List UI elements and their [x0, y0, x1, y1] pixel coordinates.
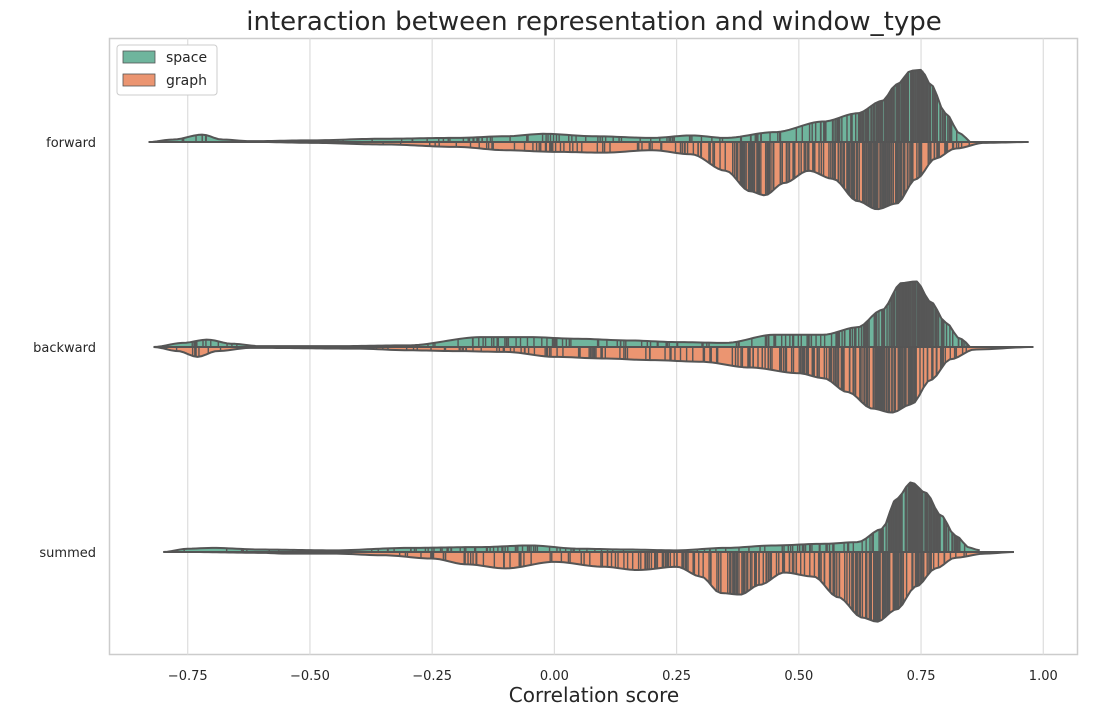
violins — [148, 68, 1034, 623]
x-tick-label: 0.25 — [662, 669, 691, 684]
violin-half-space — [153, 281, 970, 347]
y-tick-label: forward — [46, 136, 96, 151]
violin-outline-graph — [153, 346, 1034, 414]
violin-half-graph — [261, 142, 1029, 210]
violin-outline-space — [163, 481, 980, 553]
violin-sticks-graph — [165, 347, 993, 413]
x-tick-label: −0.50 — [290, 669, 330, 684]
x-tick-label: 1.00 — [1029, 669, 1058, 684]
x-tick-label: −0.25 — [412, 669, 452, 684]
legend-label-graph: graph — [166, 73, 207, 89]
y-tick-label: backward — [33, 341, 96, 356]
legend-label-space: space — [166, 50, 207, 66]
y-tick-labels: forward backward summed — [33, 136, 96, 561]
x-tick-label: 0.00 — [540, 669, 569, 684]
x-tick-label: 0.50 — [784, 669, 813, 684]
violin-sticks-space — [174, 482, 966, 552]
y-tick-label: summed — [39, 546, 96, 561]
x-tick-label: 0.75 — [907, 669, 936, 684]
violin-sticks-graph — [382, 142, 970, 210]
violin-outline-graph — [261, 141, 1029, 211]
violin-sticks-graph — [298, 552, 967, 622]
violin-sticks-space — [181, 69, 958, 142]
chart-title: interaction between representation and w… — [246, 7, 941, 37]
violin-outline-space — [148, 68, 971, 143]
legend-swatch-space — [122, 50, 156, 64]
violin-forward — [148, 68, 1029, 211]
violin-outline-graph — [187, 551, 1014, 623]
violin-backward — [153, 280, 1034, 414]
violin-summed — [163, 481, 1014, 623]
x-tick-labels: −0.75 −0.50 −0.25 0.00 0.25 0.50 0.75 1.00 — [168, 669, 1058, 684]
legend: space graph — [116, 44, 218, 96]
violin-half-graph — [187, 552, 1014, 622]
x-tick-label: −0.75 — [168, 669, 208, 684]
legend-swatch-graph — [122, 73, 156, 87]
x-axis-label: Correlation score — [509, 683, 679, 707]
violin-sticks-space — [166, 281, 968, 347]
